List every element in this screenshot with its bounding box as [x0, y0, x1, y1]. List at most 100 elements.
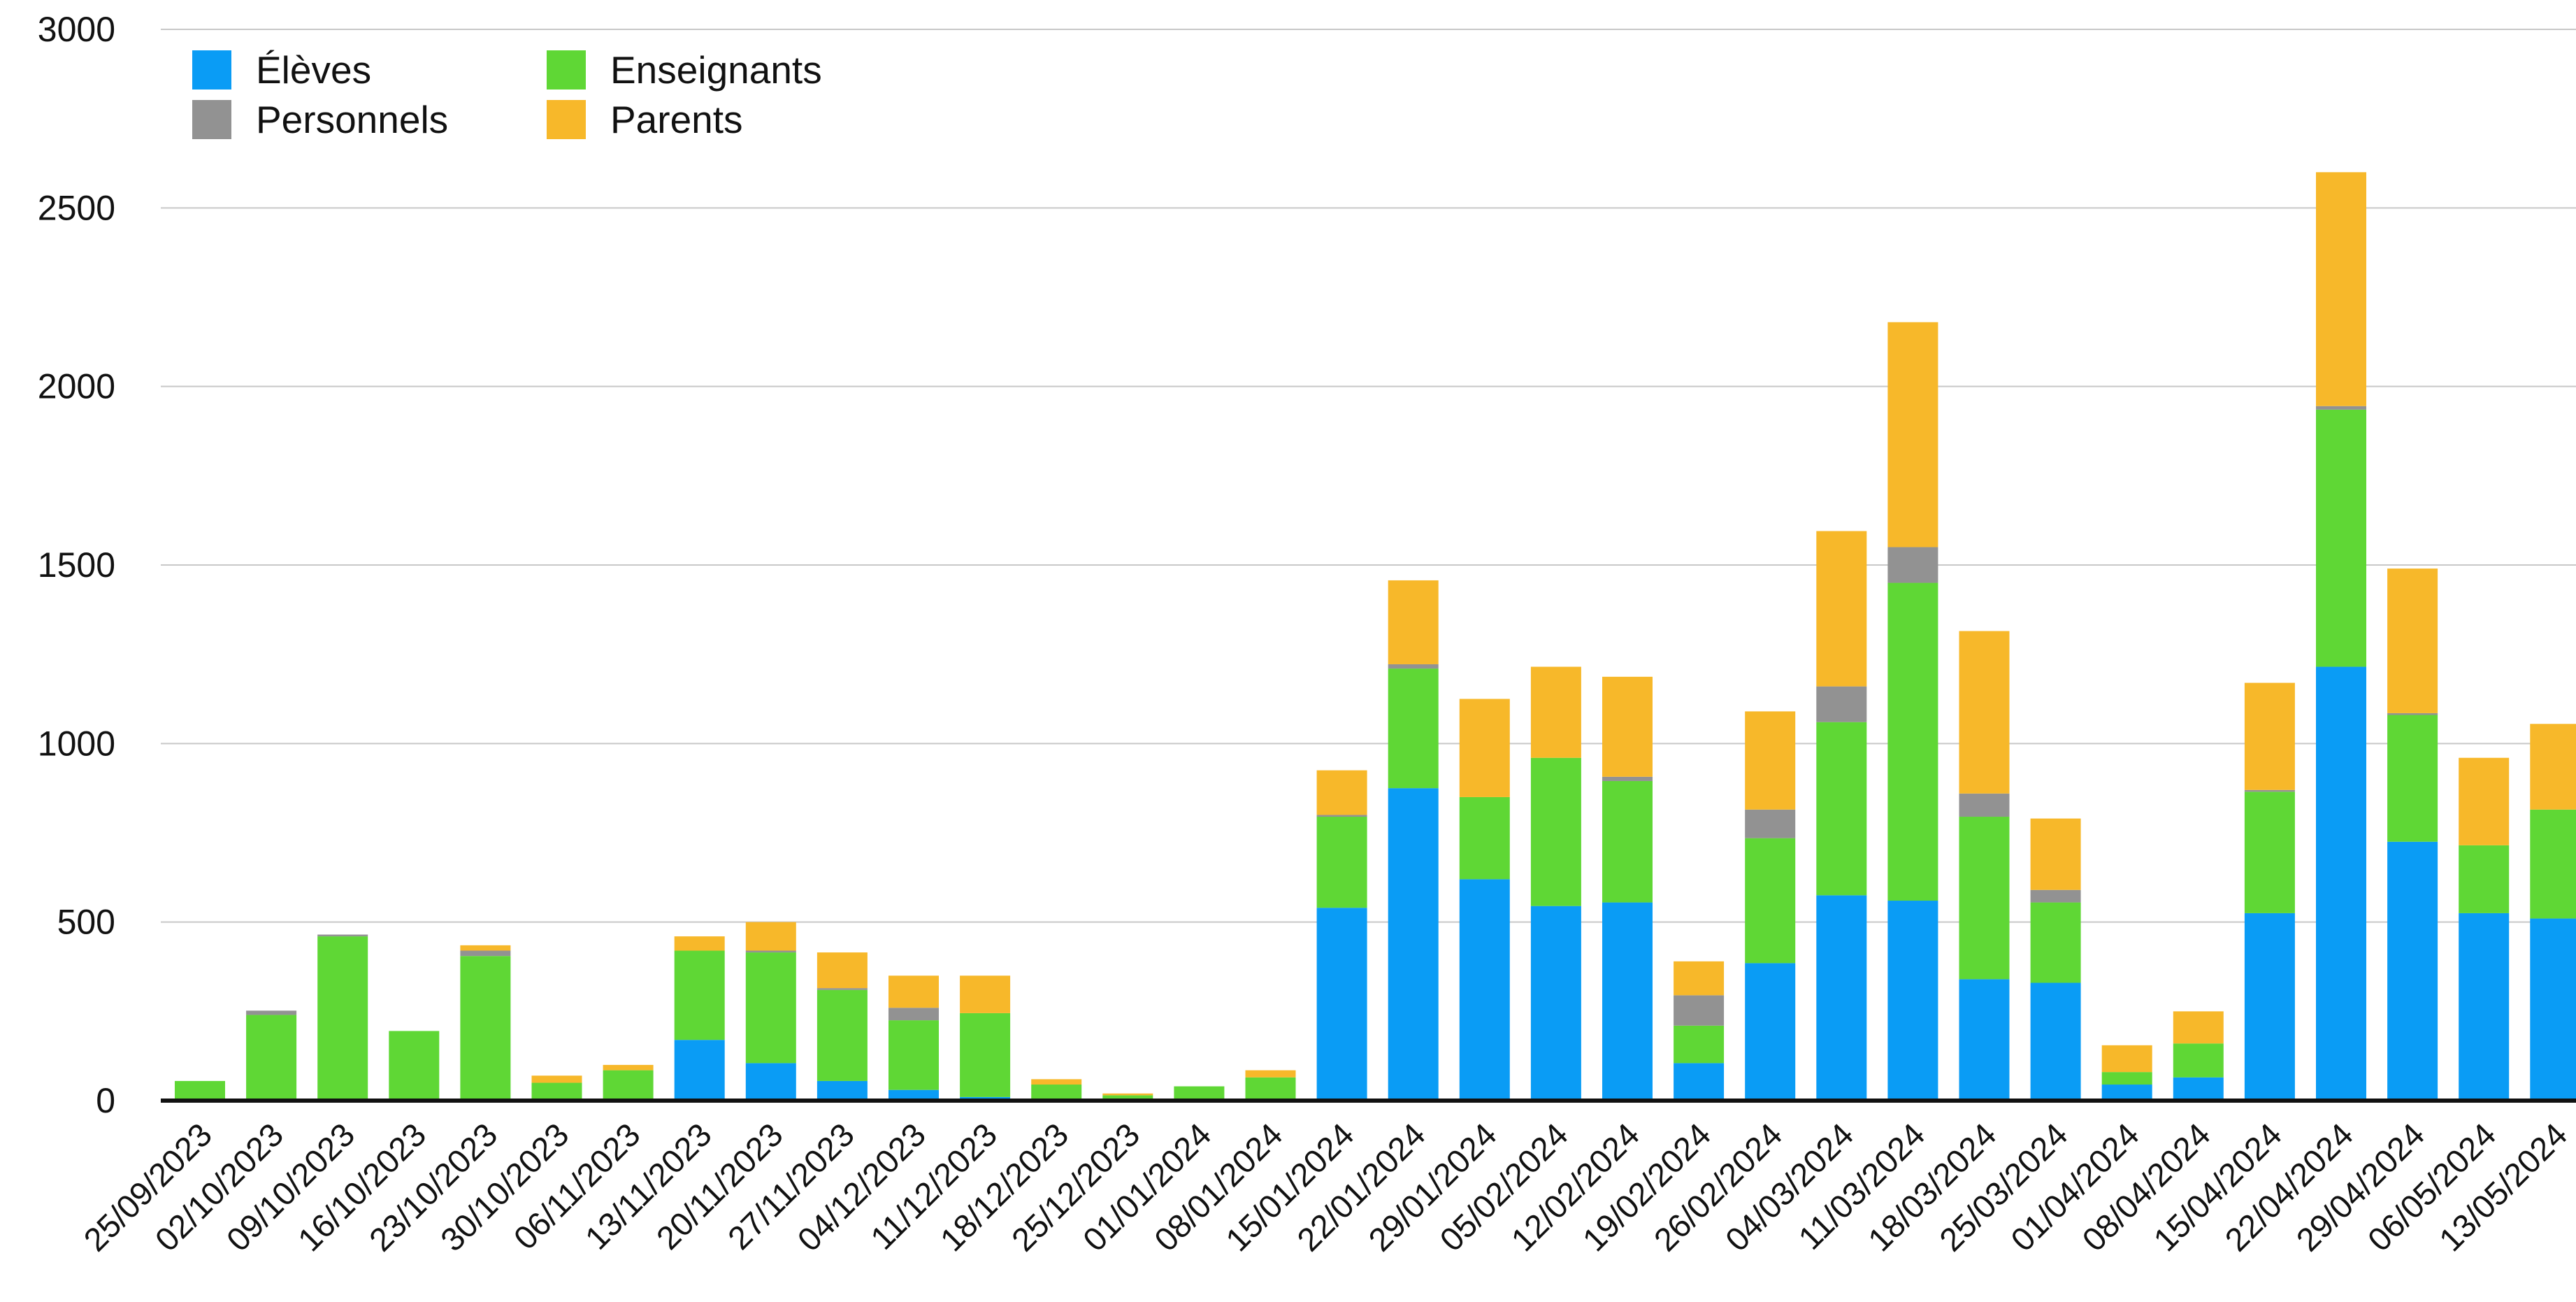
bar-segment [1674, 995, 1725, 1026]
bars [175, 172, 2576, 1101]
bar-segment [1530, 757, 1581, 906]
bar-segment [1816, 686, 1867, 722]
bar-segment [888, 1008, 939, 1021]
legend-label: Parents [610, 98, 743, 141]
legend-label: Personnels [256, 98, 448, 141]
bar-segment [1530, 906, 1581, 1101]
legend-label: Enseignants [610, 48, 822, 92]
bar-segment [1887, 901, 1938, 1101]
bar-segment [888, 975, 939, 1008]
bar-segment [1459, 879, 1510, 1101]
bar-segment [1245, 1070, 1296, 1078]
bar-segment [1174, 1086, 1225, 1101]
bar-segment [1102, 1095, 1153, 1101]
bar-segment [2030, 982, 2081, 1101]
bar-segment [1959, 793, 2010, 817]
bar-segment [603, 1070, 654, 1101]
bar-segment [1602, 776, 1653, 781]
bar-segment [1031, 1079, 1082, 1085]
bar-segment [317, 936, 368, 1101]
bar-segment [1316, 817, 1367, 908]
bar-segment [1959, 817, 2010, 980]
bar-segment [1388, 668, 1439, 789]
bar-segment [2030, 902, 2081, 983]
bar-segment [1745, 809, 1796, 838]
bar-segment [531, 1082, 582, 1101]
legend-swatch [547, 100, 586, 139]
bar-segment [745, 1063, 796, 1101]
bar-segment [1316, 908, 1367, 1101]
bar-segment [1459, 699, 1510, 797]
bar-segment [1674, 961, 1725, 996]
x-tick-labels: 25/09/202302/10/202309/10/202316/10/2023… [76, 1116, 2574, 1259]
bar-segment [603, 1064, 654, 1071]
bar-segment [531, 1075, 582, 1083]
bar-segment [317, 934, 368, 937]
bar-segment [1959, 631, 2010, 794]
bar-segment [960, 1013, 1011, 1097]
legend-label: Élèves [256, 48, 371, 92]
bar-segment [888, 1089, 939, 1101]
bar-segment [1388, 788, 1439, 1101]
bar-segment [1602, 676, 1653, 777]
bar-segment [1388, 664, 1439, 669]
bar-segment [1316, 770, 1367, 815]
bar-segment [2530, 809, 2576, 919]
bar-segment [2316, 172, 2366, 406]
y-tick-label: 0 [96, 1081, 115, 1120]
y-tick-labels: 0 500 1000 1500 2000 2500 3000 [38, 10, 115, 1120]
bar-segment [1674, 1063, 1725, 1101]
bar-segment [2030, 889, 2081, 903]
bar-segment [1745, 711, 1796, 810]
bar-segment [460, 950, 511, 957]
bar-segment [888, 1020, 939, 1090]
bar-segment [2173, 1011, 2224, 1044]
bar-segment [1816, 531, 1867, 687]
bar-segment [1459, 796, 1510, 880]
y-tick-label: 2500 [38, 188, 115, 227]
bar-segment [2387, 841, 2438, 1101]
bar-segment [816, 1080, 868, 1101]
bar-segment [1602, 780, 1653, 903]
bar-segment [1674, 1025, 1725, 1064]
bar-segment [1602, 902, 1653, 1101]
bar-segment [2101, 1072, 2152, 1085]
bar-segment [1816, 722, 1867, 896]
bar-segment [460, 945, 511, 951]
y-tick-label: 1500 [38, 545, 115, 585]
bar-segment [1530, 666, 1581, 758]
bar-segment [745, 922, 796, 951]
bar-segment [1388, 580, 1439, 664]
bar-segment [460, 956, 511, 1101]
bar-segment [2530, 918, 2576, 1101]
bar-segment [2316, 406, 2366, 410]
bar-segment [2459, 757, 2510, 845]
bar-segment [1816, 895, 1867, 1101]
bar-segment [389, 1031, 440, 1101]
bar-segment [816, 989, 868, 1081]
bar-segment [2316, 409, 2366, 667]
bar-segment [1245, 1077, 1296, 1101]
bar-segment [2530, 724, 2576, 810]
y-tick-label: 2000 [38, 367, 115, 406]
y-tick-label: 1000 [38, 724, 115, 763]
bar-segment [2173, 1077, 2224, 1101]
bar-segment [2316, 666, 2366, 1101]
bar-segment [2101, 1085, 2152, 1101]
legend-swatch [547, 50, 586, 90]
bar-segment [1102, 1093, 1153, 1096]
bar-segment [1745, 838, 1796, 964]
bar-segment [2387, 715, 2438, 842]
bar-segment [2173, 1043, 2224, 1078]
bar-segment [816, 952, 868, 989]
y-tick-label: 3000 [38, 10, 115, 49]
bar-segment [2101, 1045, 2152, 1073]
bar-segment [2387, 713, 2438, 715]
bar-segment [2459, 845, 2510, 913]
bar-segment [246, 1015, 297, 1101]
bar-segment [1959, 979, 2010, 1101]
grid-lines [161, 29, 2576, 923]
bar-segment [960, 975, 1011, 1013]
legend-swatch [192, 50, 231, 90]
bar-segment [745, 950, 796, 953]
